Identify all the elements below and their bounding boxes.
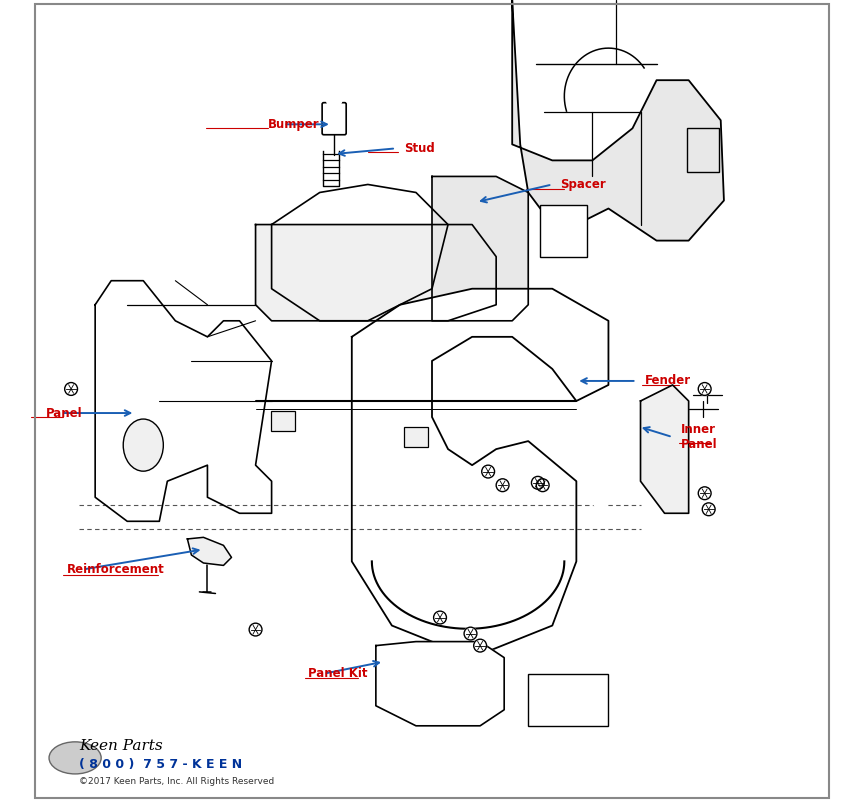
Bar	[687, 128, 719, 172]
Polygon shape	[512, 0, 724, 241]
Polygon shape	[432, 176, 528, 321]
Polygon shape	[376, 642, 505, 726]
Text: ©2017 Keen Parts, Inc. All Rights Reserved: ©2017 Keen Parts, Inc. All Rights Reserv…	[79, 777, 275, 786]
Text: Fender: Fender	[645, 375, 690, 387]
Circle shape	[585, 490, 600, 504]
Polygon shape	[187, 537, 232, 565]
Ellipse shape	[49, 742, 101, 774]
Circle shape	[326, 91, 342, 107]
Circle shape	[537, 479, 550, 492]
Text: Panel: Panel	[46, 407, 82, 419]
Text: Reinforcement: Reinforcement	[67, 563, 165, 576]
Polygon shape	[352, 289, 608, 658]
Polygon shape	[95, 281, 271, 521]
Text: Inner
Panel: Inner Panel	[681, 423, 717, 451]
Bar	[404, 427, 428, 447]
Circle shape	[434, 611, 447, 624]
Circle shape	[464, 627, 477, 640]
FancyBboxPatch shape	[322, 103, 346, 135]
Text: Bumper: Bumper	[268, 118, 319, 131]
Circle shape	[496, 479, 509, 492]
Circle shape	[473, 639, 486, 652]
Bar	[270, 411, 295, 431]
Text: Keen Parts: Keen Parts	[79, 739, 163, 753]
Polygon shape	[256, 225, 496, 321]
Bar	[540, 205, 587, 257]
Ellipse shape	[124, 419, 163, 472]
Text: Spacer: Spacer	[561, 178, 606, 191]
Text: Stud: Stud	[404, 142, 435, 155]
Circle shape	[531, 476, 544, 489]
Circle shape	[698, 487, 711, 500]
Circle shape	[482, 465, 494, 478]
Polygon shape	[271, 184, 448, 321]
Text: Panel Kit: Panel Kit	[308, 667, 367, 680]
Circle shape	[702, 503, 715, 516]
Circle shape	[698, 383, 711, 395]
Polygon shape	[640, 385, 689, 513]
Circle shape	[594, 494, 607, 508]
Text: ( 8 0 0 )  7 5 7 - K E E N: ( 8 0 0 ) 7 5 7 - K E E N	[79, 759, 242, 772]
Circle shape	[249, 623, 262, 636]
Bar	[528, 674, 608, 726]
Circle shape	[65, 383, 78, 395]
